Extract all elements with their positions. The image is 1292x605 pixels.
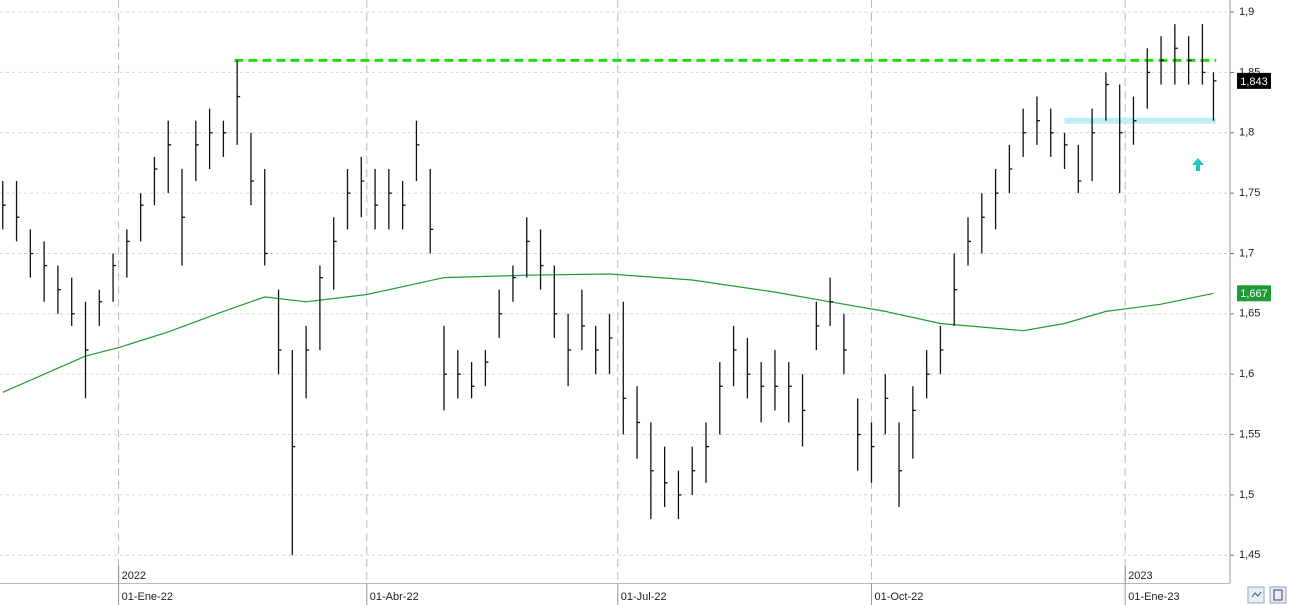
y-tick-label: 1,6 (1239, 368, 1254, 380)
y-tick-label: 1,5 (1239, 489, 1254, 501)
save-icon-glyph (1273, 589, 1283, 601)
chart-icon-glyph (1251, 591, 1262, 598)
x-tick-label: 01-Abr-22 (370, 591, 419, 603)
moving-average (2, 273, 1214, 393)
x-tick-label: 01-Ene-23 (1128, 591, 1179, 603)
year-label: 2023 (1128, 570, 1152, 582)
y-tick-label: 1,9 (1239, 6, 1254, 18)
y-tick-label: 1,8 (1239, 127, 1254, 139)
y-tick-label: 1,7 (1239, 247, 1254, 259)
y-tick-label: 1,75 (1239, 187, 1260, 199)
year-label: 2022 (122, 570, 146, 582)
price-marker-label: 1,843 (1240, 76, 1268, 88)
y-tick-label: 1,45 (1239, 549, 1260, 561)
x-tick-label: 01-Oct-22 (874, 591, 923, 603)
y-tick-label: 1,65 (1239, 308, 1260, 320)
chart-icon[interactable] (1247, 586, 1265, 604)
price-marker (1237, 285, 1271, 302)
price-marker (1237, 72, 1271, 89)
y-tick-label: 1,55 (1239, 428, 1260, 440)
save-icon[interactable] (1269, 586, 1287, 604)
x-tick-label: 01-Ene-22 (122, 591, 173, 603)
up-arrow (1192, 158, 1204, 171)
x-tick-label: 01-Jul-22 (621, 591, 667, 603)
price-marker-label: 1,667 (1240, 288, 1268, 300)
